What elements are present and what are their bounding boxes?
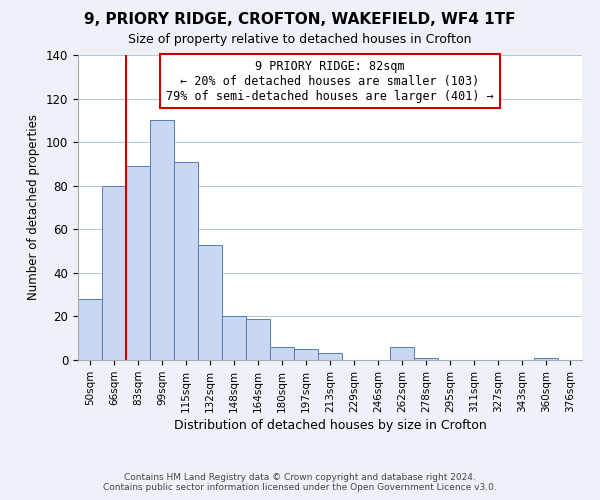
Bar — [414, 358, 438, 360]
X-axis label: Distribution of detached houses by size in Crofton: Distribution of detached houses by size … — [173, 419, 487, 432]
Text: Contains HM Land Registry data © Crown copyright and database right 2024.
Contai: Contains HM Land Registry data © Crown c… — [103, 473, 497, 492]
Bar — [126, 166, 150, 360]
Bar — [294, 349, 318, 360]
Bar — [198, 244, 222, 360]
Text: 9, PRIORY RIDGE, CROFTON, WAKEFIELD, WF4 1TF: 9, PRIORY RIDGE, CROFTON, WAKEFIELD, WF4… — [84, 12, 516, 28]
Text: Size of property relative to detached houses in Crofton: Size of property relative to detached ho… — [128, 32, 472, 46]
Y-axis label: Number of detached properties: Number of detached properties — [28, 114, 40, 300]
Bar — [150, 120, 174, 360]
Bar — [534, 358, 558, 360]
Bar — [270, 347, 294, 360]
Bar — [78, 299, 102, 360]
Bar — [222, 316, 246, 360]
Bar — [318, 354, 342, 360]
Bar — [102, 186, 126, 360]
Bar — [174, 162, 198, 360]
Text: 9 PRIORY RIDGE: 82sqm
← 20% of detached houses are smaller (103)
79% of semi-det: 9 PRIORY RIDGE: 82sqm ← 20% of detached … — [166, 60, 494, 102]
Bar — [390, 347, 414, 360]
Bar — [246, 318, 270, 360]
